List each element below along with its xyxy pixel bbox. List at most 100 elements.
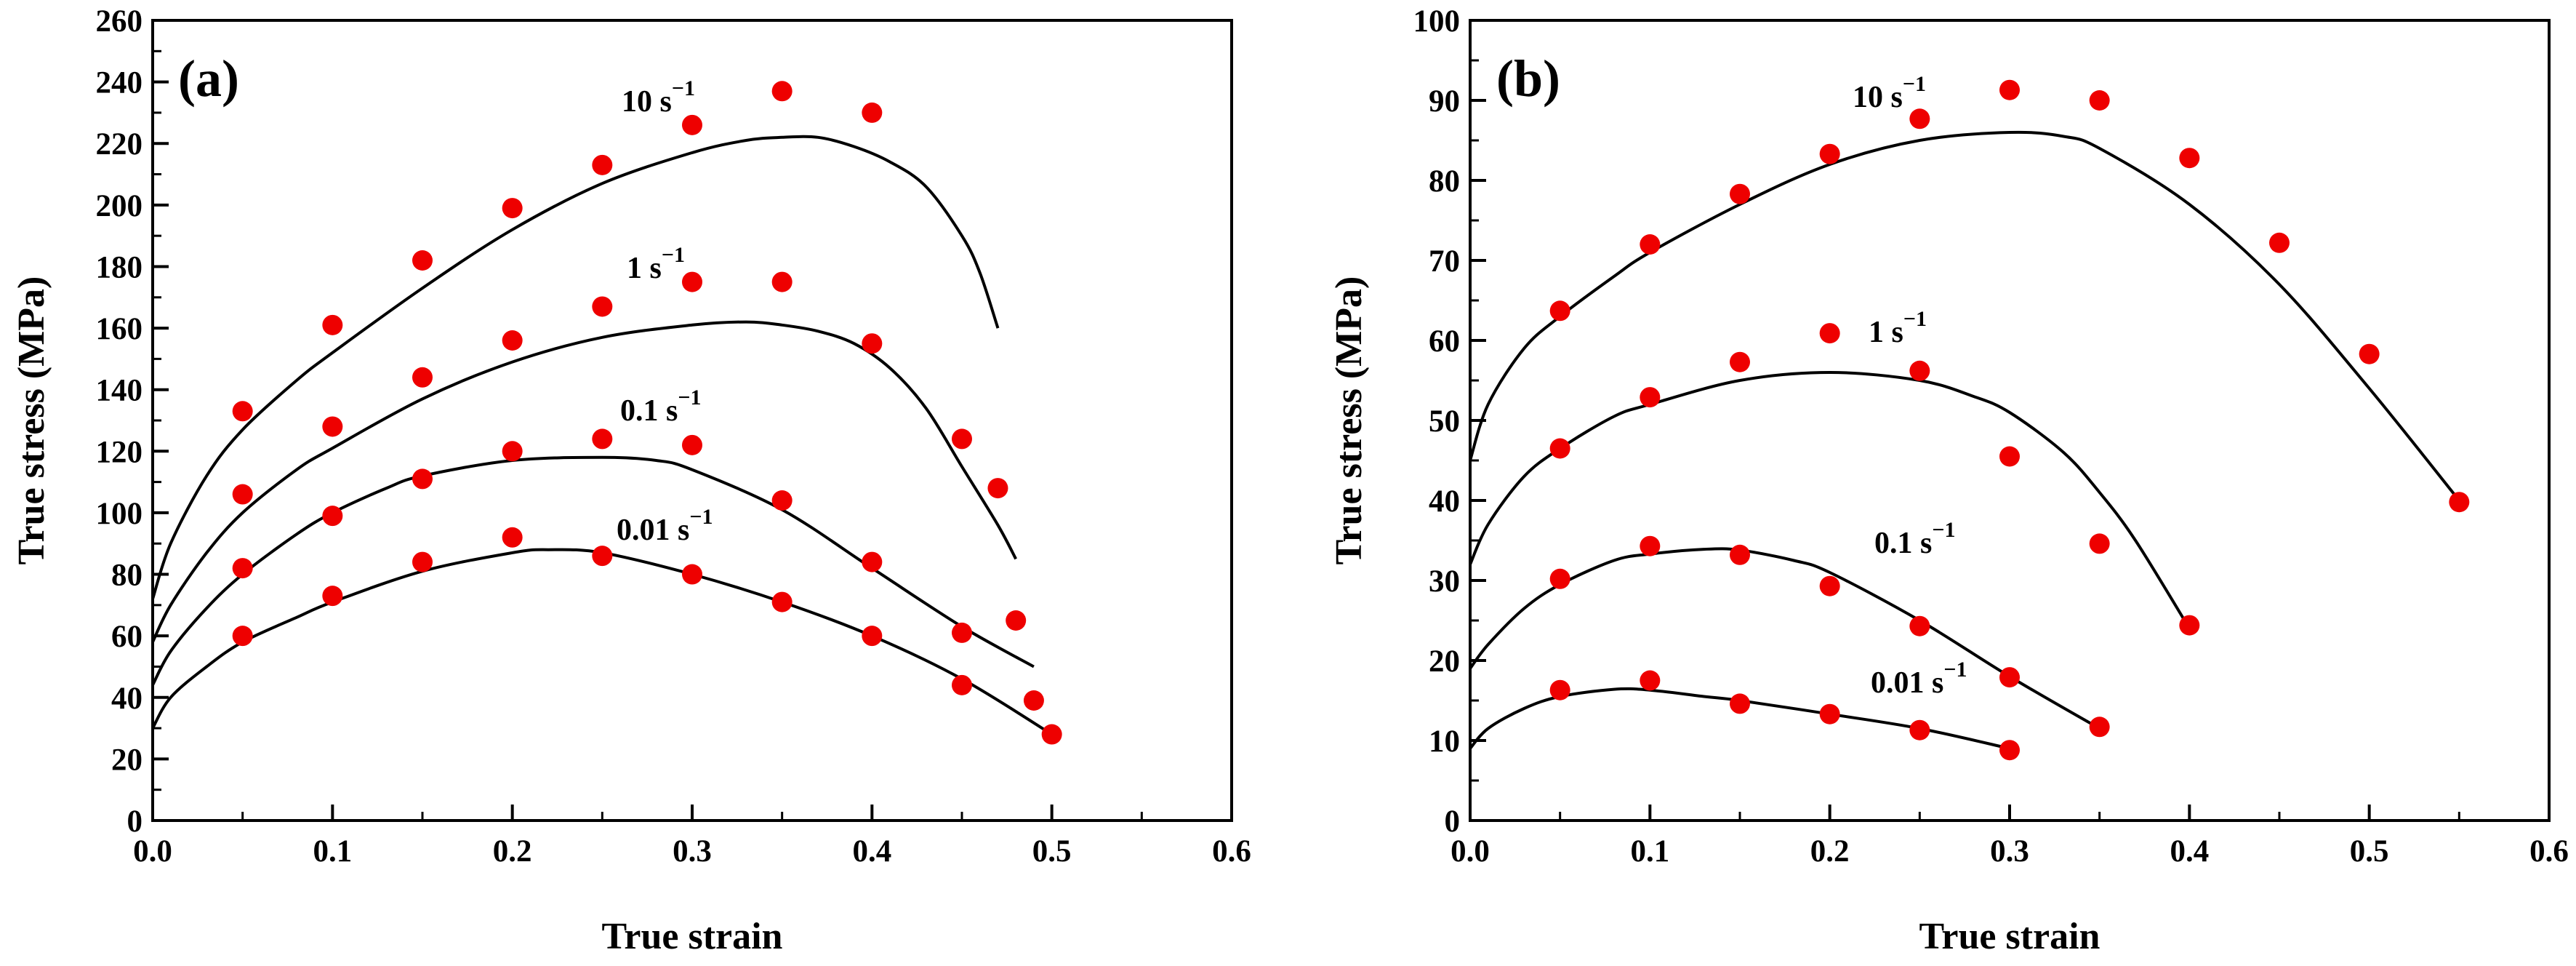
panel-b-x-axis-title: True strain — [1919, 916, 2100, 957]
panel-a-y-tick-label: 180 — [96, 250, 143, 284]
panel-a-data-point — [682, 271, 702, 292]
panel-a-x-tick-label: 0.5 — [1032, 834, 1072, 869]
panel-a-data-point — [682, 564, 702, 585]
panel-b-data-point — [1640, 387, 1661, 408]
panel-b-x-tick-label: 0.0 — [1450, 834, 1490, 869]
panel-b-data-point — [2269, 232, 2290, 253]
panel-a-label: (a) — [178, 49, 239, 108]
panel-b-y-tick-label: 30 — [1429, 564, 1460, 599]
panel-a-y-tick-label: 120 — [96, 435, 143, 469]
panel-b-y-tick-label: 40 — [1429, 484, 1460, 519]
panel-b-y-tick-label: 20 — [1429, 644, 1460, 679]
panel-b-data-point — [1819, 143, 1840, 164]
panel-a-data-point — [1041, 724, 1062, 745]
panel-b-fit-curves — [1469, 130, 2460, 750]
panel-b-y-axis-title: True stress (MPa) — [1328, 276, 1370, 565]
panel-a-data-point — [592, 428, 613, 450]
panel-b-data-point — [1819, 703, 1840, 724]
panel-a-x-axis-title: True strain — [602, 916, 783, 957]
panel-b-data-point — [2089, 90, 2110, 111]
panel-b-data-point — [2179, 148, 2200, 169]
panel-b-label-0-01: 0.01 s−1 — [1871, 658, 1967, 700]
panel-a-y-tick-label: 60 — [111, 620, 143, 654]
panel-a-y-tick-label: 40 — [111, 682, 143, 716]
panel-a-data-point — [771, 81, 793, 102]
panel-a-data-point — [502, 198, 523, 219]
panel-a-y-axis-title: True stress (MPa) — [11, 276, 52, 565]
panel-b-data-point — [1909, 719, 1930, 741]
panel-b-fit-curve-1 — [1469, 370, 2191, 630]
panel-a-label-0-01: 0.01 s−1 — [617, 505, 713, 547]
panel-b-data-point — [1730, 351, 1750, 372]
panel-a-data-point — [1006, 610, 1027, 631]
panel-b-y-tick-label: 10 — [1429, 724, 1460, 759]
panel-a-markers — [232, 81, 1062, 745]
panel-a-x-tick-label: 0.6 — [1212, 834, 1251, 869]
panel-a-x-tick-label: 0.2 — [493, 834, 532, 869]
panel-b-y-tick-label: 50 — [1429, 404, 1460, 439]
panel-a-data-point — [502, 330, 523, 351]
panel-b-markers — [1549, 79, 2470, 761]
panel-b-ticks: 0.0 0.1 0.2 0.3 0.4 0.5 0.6 0 10 20 30 40 50 60 70 80 90… — [1413, 4, 2569, 869]
panel-a-data-point — [322, 416, 343, 437]
panel-a-fit-curve-0 — [151, 135, 1000, 600]
panel-a-data-point — [412, 367, 433, 388]
panel-a-data-point — [322, 586, 343, 607]
panel-a-label-0-1: 0.1 s−1 — [620, 386, 701, 428]
panel-b-data-point — [1999, 79, 2020, 100]
panel-a-data-point — [412, 250, 433, 271]
panel-b-data-point — [2179, 615, 2200, 636]
panel-b-data-point — [2089, 716, 2110, 738]
panel-b-chart: 0.0 0.1 0.2 0.3 0.4 0.5 0.6 0 10 20 30 40 50 60 70 80 90… — [1328, 4, 2569, 957]
panel-a-data-point — [322, 314, 343, 335]
panel-a-data-point — [771, 490, 793, 511]
panel-a-ticks: 0.0 0.1 0.2 0.3 0.4 0.5 0.6 0 20 40 60 80 100 120 140 1… — [96, 4, 1251, 869]
panel-b-x-tick-label: 0.3 — [1990, 834, 2029, 869]
panel-a-data-point — [232, 484, 253, 505]
panel-a-data-point — [682, 434, 702, 455]
panel-b-data-point — [2359, 343, 2380, 364]
panel-a-data-point — [592, 296, 613, 317]
panel-b-data-point — [1640, 670, 1661, 691]
panel-b-fit-curve-3 — [1469, 687, 2010, 750]
panel-a-y-tick-label: 80 — [111, 559, 143, 593]
panel-a-data-point — [592, 154, 613, 175]
panel-b-data-point — [1999, 446, 2020, 467]
panel-b-x-tick-label: 0.2 — [1810, 834, 1850, 869]
panel-b-data-point — [1909, 360, 1930, 381]
panel-a-chart: 0.0 0.1 0.2 0.3 0.4 0.5 0.6 0 20 40 60 80 100 120 140 1… — [11, 4, 1251, 957]
panel-b-x-tick-label: 0.5 — [2350, 834, 2389, 869]
panel-b-y-tick-label: 90 — [1429, 84, 1460, 119]
panel-b-data-point — [1640, 535, 1661, 556]
panel-a-y-tick-label: 160 — [96, 312, 143, 346]
panel-b-data-point — [2449, 492, 2470, 513]
panel-a-label-1: 1 s−1 — [627, 243, 685, 285]
panel-b-y-tick-label: 100 — [1413, 4, 1461, 39]
panel-b-y-tick-label: 60 — [1429, 324, 1460, 359]
panel-b-x-tick-label: 0.6 — [2529, 834, 2569, 869]
panel-b-y-tick-label: 70 — [1429, 244, 1460, 279]
panel-a-data-point — [502, 527, 523, 548]
panel-a-y-tick-label: 220 — [96, 127, 143, 161]
panel-a-data-point — [952, 674, 972, 695]
panel-a-y-tick-label: 260 — [96, 4, 143, 39]
panel-b-fit-curve-0 — [1469, 130, 2460, 502]
panel-a-y-tick-label: 100 — [96, 497, 143, 531]
panel-b-label-0-1: 0.1 s−1 — [1874, 518, 1955, 560]
panel-a-y-tick-label: 20 — [111, 743, 143, 777]
panel-b-data-point — [1549, 679, 1570, 700]
panel-a-data-point — [1023, 690, 1044, 711]
panel-b-y-tick-label: 80 — [1429, 164, 1460, 199]
panel-a-label-10: 10 s−1 — [622, 76, 695, 119]
panel-a-x-tick-label: 0.0 — [133, 834, 172, 869]
panel-b-data-point — [1999, 740, 2020, 761]
panel-a-data-point — [322, 506, 343, 527]
panel-b-data-point — [1909, 108, 1930, 129]
panel-a-data-point — [862, 102, 883, 123]
panel-b-label-10: 10 s−1 — [1853, 72, 1926, 114]
panel-b-data-point — [1819, 323, 1840, 344]
panel-a-data-point — [771, 271, 793, 292]
panel-a-x-tick-label: 0.4 — [852, 834, 891, 869]
